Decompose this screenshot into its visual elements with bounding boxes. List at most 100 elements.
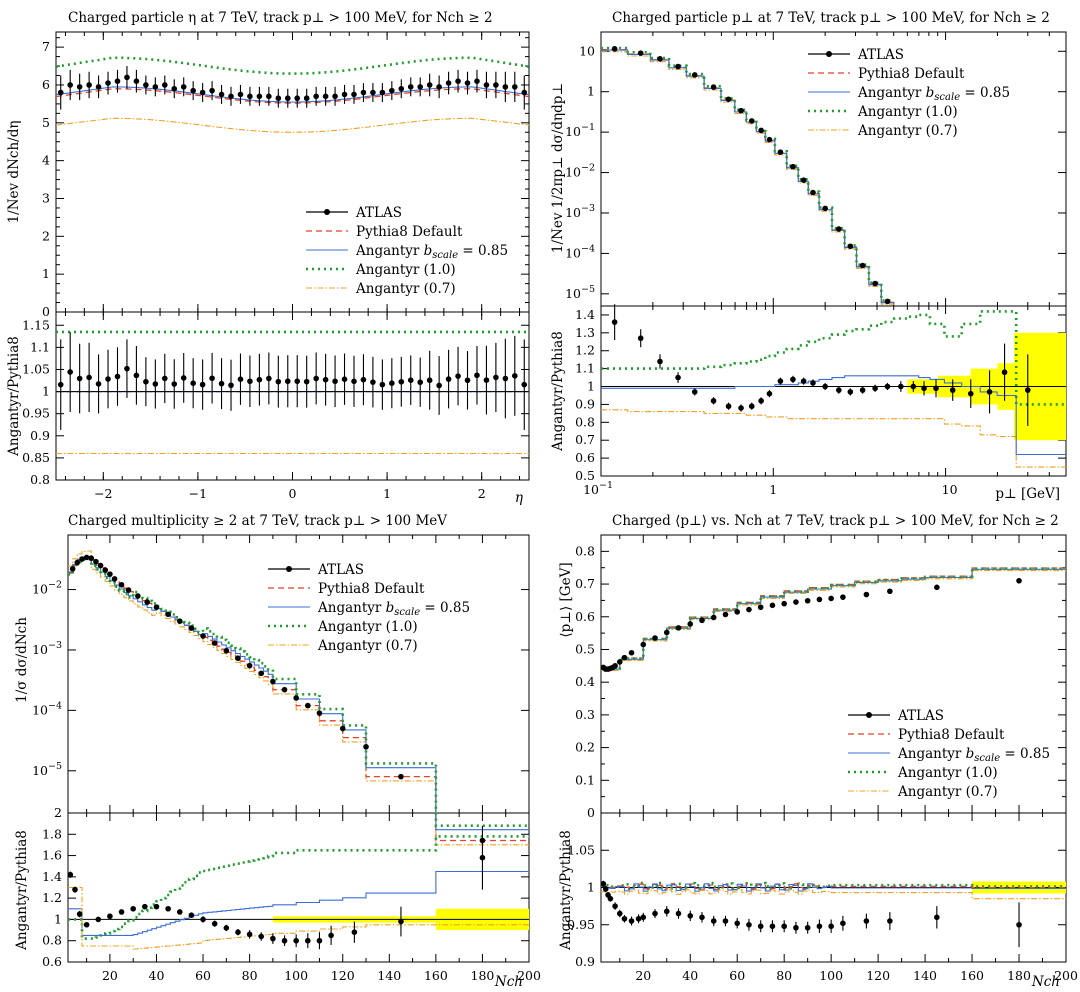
meanpt-ratio-a10-line (601, 881, 1066, 891)
pt-ylabel: 1/Nev 1/2πp⊥ dσ/dηdp⊥ (550, 83, 566, 253)
nch-ratio-atlas-point (305, 937, 311, 944)
nch-atlas-point (270, 678, 276, 685)
meanpt-ratio-atlas-point (757, 923, 764, 930)
eta-atlas-point (332, 93, 338, 100)
pt-atlas-point (725, 96, 732, 103)
pt-ratio-ytick-label: 1.2 (575, 343, 595, 358)
eta-ratio-atlas-point (180, 375, 187, 381)
eta-atlas-point (322, 93, 329, 100)
meanpt-atlas-point (640, 641, 647, 648)
nch-ratio-xtick-label: 200 (517, 968, 541, 983)
eta-ratio-atlas-point (266, 375, 272, 382)
eta-ratio-atlas-point (218, 380, 225, 387)
meanpt-main-ytick-label: 0.6 (575, 609, 595, 624)
eta-atlas-point (389, 87, 395, 94)
nch-ratio-atlas-point (246, 931, 253, 938)
pt-atlas-point (738, 107, 744, 114)
meanpt-main-a10-line (601, 567, 1066, 670)
pt-xtick-label: 1 (769, 482, 777, 497)
eta-legend-bscale-label: Angantyr bscale = 0.85 (355, 243, 508, 261)
meanpt-ratio-atlas-point (699, 914, 705, 921)
eta-ratio-atlas-point (275, 378, 282, 385)
eta-atlas-point (360, 89, 367, 96)
nch-legend-atlas-label: ATLAS (317, 562, 364, 578)
meanpt-atlas-point (734, 609, 741, 615)
meanpt-ratio-atlas-point (804, 924, 811, 931)
nch-ratio-ytick-label: 1.6 (42, 848, 62, 863)
meanpt-ratio-atlas-point (663, 908, 670, 915)
eta-ratio-ytick-label: 1.15 (22, 317, 50, 332)
nch-atlas-point (211, 640, 218, 646)
pt-ratio-atlas-point (657, 358, 663, 365)
nch-ratio-xtick-label: 60 (195, 968, 211, 983)
nch-ratio-bscale-line (68, 870, 529, 936)
meanpt-ratio-atlas-point (793, 924, 799, 931)
meanpt-main-ytick-label: 0.8 (575, 543, 595, 558)
eta-ratio-atlas-point (86, 374, 92, 381)
eta-ratio-atlas-point (67, 369, 73, 375)
eta-atlas-point (512, 84, 518, 90)
eta-atlas-point (218, 91, 225, 98)
pt-atlas-point (758, 127, 764, 134)
meanpt-atlas-point (699, 617, 705, 624)
meanpt-ratio-atlas-point (746, 921, 752, 928)
eta-atlas-point (379, 89, 386, 96)
meanpt-atlas-point (793, 599, 799, 605)
eta-ratio-atlas-point (171, 381, 178, 387)
meanpt-atlas-point (828, 595, 834, 602)
meanpt-ratio-ytick-label: 1 (587, 880, 595, 895)
meanpt-ratio-atlas-point (600, 880, 607, 887)
meanpt-ratio-ytick-label: 0.9 (575, 954, 595, 969)
nch-atlas-point (258, 670, 265, 677)
eta-ratio-atlas-point (464, 377, 471, 384)
nch-xlabel: Nch (494, 974, 523, 990)
eta-ratio-ytick-label: 0.8 (30, 472, 50, 487)
pt-ratio-atlas-point (884, 383, 891, 390)
meanpt-ratio-atlas-point (607, 895, 614, 902)
meanpt-ratio-atlas-point (769, 923, 776, 930)
pt-ytick-label: 10−4 (565, 243, 595, 260)
nch-ratio-atlas-point (211, 920, 218, 927)
eta-ratio-atlas-point (445, 376, 452, 382)
meanpt-legend-a07-label: Angantyr (0.7) (897, 784, 998, 800)
eta-ratio-atlas-point (370, 379, 376, 385)
pt-ratio-atlas-point (921, 385, 927, 392)
meanpt-ratio-xtick-label: 80 (776, 968, 792, 983)
nch-atlas-point (107, 571, 113, 577)
nch-ratio-xtick-label: 40 (149, 968, 165, 983)
eta-legend-a10-label: Angantyr (1.0) (355, 262, 456, 278)
eta-ratio-atlas-point (57, 381, 64, 388)
nch-ratio-xtick-label: 100 (284, 968, 308, 983)
pt-ratio-ylabel: Angantyr/Pythia8 (550, 331, 566, 452)
eta-ratio-xtick-label: 0 (289, 486, 297, 501)
chart-title-eta: Charged particle η at 7 TeV, track p⊥ > … (68, 10, 493, 26)
eta-atlas-point (436, 84, 442, 90)
pt-ytick-label: 1 (587, 84, 595, 99)
pt-ratio-ytick-label: 0.9 (575, 396, 595, 411)
meanpt-main-ytick-label: 0.2 (575, 740, 595, 755)
meanpt-ratio-bscale-line (601, 883, 1066, 892)
eta-ratio-atlas-point (351, 378, 357, 385)
eta-main-ytick-label: 7 (42, 39, 50, 54)
pt-ratio-ytick-label: 0.8 (575, 414, 595, 429)
eta-ratio-atlas-point (341, 376, 348, 382)
pt-ratio-atlas-point (611, 319, 618, 325)
pt-atlas-point (766, 136, 773, 143)
meanpt-legend-atlas-label: ATLAS (897, 708, 944, 724)
meanpt-atlas-point (628, 649, 635, 656)
eta-ratio-atlas-point (474, 372, 480, 379)
eta-atlas-point (86, 82, 92, 88)
pt-ratio-atlas-point (675, 374, 681, 381)
eta-ratio-atlas-point (322, 376, 329, 383)
eta-main-ytick-label: 3 (42, 190, 50, 205)
eta-ratio-atlas-point (190, 380, 196, 387)
meanpt-main-default-line (601, 567, 1066, 669)
eta-ratio-atlas-point (417, 379, 424, 386)
pt-ratio-ytick-label: 1.3 (575, 325, 595, 340)
meanpt-main-ytick-label: 0.4 (575, 674, 595, 689)
nch-ratio-atlas-point (67, 871, 74, 878)
pt-ratio-atlas-point (810, 380, 816, 386)
pt-atlas-point (777, 149, 784, 155)
eta-legend-default-label: Pythia8 Default (356, 224, 463, 240)
